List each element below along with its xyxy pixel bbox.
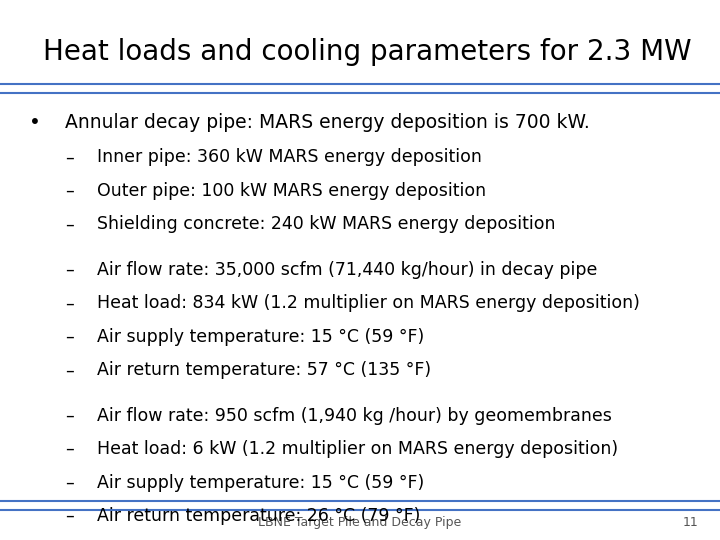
Text: Air return temperature: 26 °C (79 °F): Air return temperature: 26 °C (79 °F) [97,507,420,525]
Text: Air flow rate: 950 scfm (1,940 kg /hour) by geomembranes: Air flow rate: 950 scfm (1,940 kg /hour)… [97,407,612,424]
Text: –: – [65,148,73,166]
Text: Air return temperature: 57 °C (135 °F): Air return temperature: 57 °C (135 °F) [97,361,431,379]
Text: Air supply temperature: 15 °C (59 °F): Air supply temperature: 15 °C (59 °F) [97,328,425,346]
Text: Annular decay pipe: MARS energy deposition is 700 kW.: Annular decay pipe: MARS energy depositi… [65,113,590,132]
Text: –: – [65,407,73,424]
Text: Outer pipe: 100 kW MARS energy deposition: Outer pipe: 100 kW MARS energy depositio… [97,182,486,200]
Text: –: – [65,182,73,200]
Text: Air supply temperature: 15 °C (59 °F): Air supply temperature: 15 °C (59 °F) [97,474,425,491]
Text: Air flow rate: 35,000 scfm (71,440 kg/hour) in decay pipe: Air flow rate: 35,000 scfm (71,440 kg/ho… [97,261,598,279]
Text: Heat load: 6 kW (1.2 multiplier on MARS energy deposition): Heat load: 6 kW (1.2 multiplier on MARS … [97,440,618,458]
Text: –: – [65,328,73,346]
Text: LBNE Target Pile and Decay Pipe: LBNE Target Pile and Decay Pipe [258,516,462,529]
Text: Inner pipe: 360 kW MARS energy deposition: Inner pipe: 360 kW MARS energy depositio… [97,148,482,166]
Text: –: – [65,215,73,233]
Text: –: – [65,361,73,379]
Text: –: – [65,261,73,279]
Text: Shielding concrete: 240 kW MARS energy deposition: Shielding concrete: 240 kW MARS energy d… [97,215,556,233]
Text: Heat loads and cooling parameters for 2.3 MW: Heat loads and cooling parameters for 2.… [43,38,692,66]
Text: –: – [65,507,73,525]
Text: •: • [29,113,40,132]
Text: Heat load: 834 kW (1.2 multiplier on MARS energy deposition): Heat load: 834 kW (1.2 multiplier on MAR… [97,294,640,312]
Text: –: – [65,294,73,312]
Text: 11: 11 [683,516,698,529]
Text: –: – [65,440,73,458]
Text: –: – [65,474,73,491]
